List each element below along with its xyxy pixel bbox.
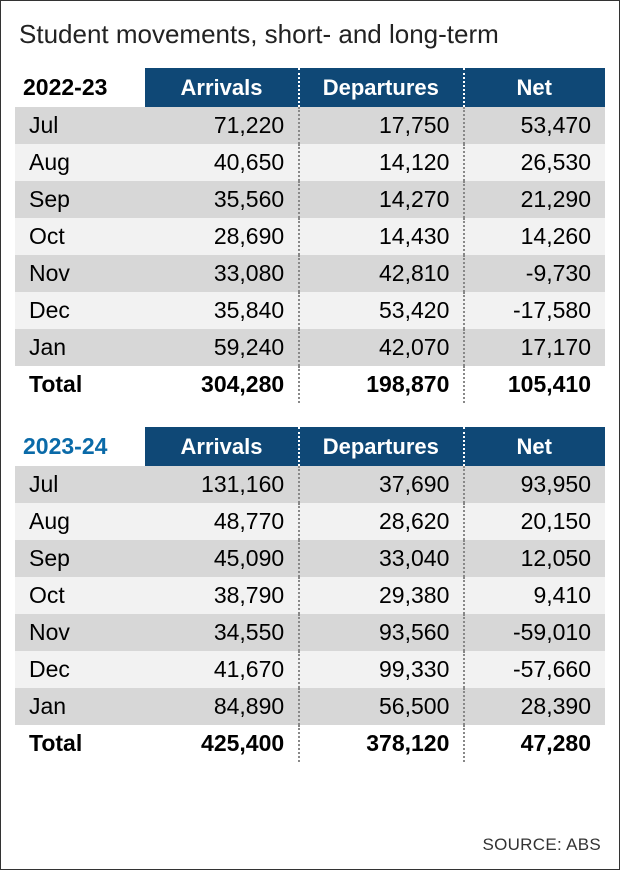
table-row: Oct 38,790 29,380 9,410 bbox=[15, 577, 605, 614]
cell-month: Sep bbox=[15, 540, 145, 577]
table-row: Jan 59,240 42,070 17,170 bbox=[15, 329, 605, 366]
col-arrivals: Arrivals bbox=[145, 427, 298, 466]
table-row: Aug 48,770 28,620 20,150 bbox=[15, 503, 605, 540]
cell-total-net: 105,410 bbox=[463, 366, 605, 403]
cell-month: Jul bbox=[15, 107, 145, 144]
cell-arrivals: 71,220 bbox=[145, 107, 298, 144]
table-2023-24: 2023-24 Arrivals Departures Net Jul 131,… bbox=[15, 427, 605, 762]
cell-net: -57,660 bbox=[463, 651, 605, 688]
table-2022-23: 2022-23 Arrivals Departures Net Jul 71,2… bbox=[15, 68, 605, 403]
cell-net: 28,390 bbox=[463, 688, 605, 725]
cell-departures: 28,620 bbox=[298, 503, 463, 540]
cell-departures: 99,330 bbox=[298, 651, 463, 688]
cell-net: 26,530 bbox=[463, 144, 605, 181]
cell-arrivals: 48,770 bbox=[145, 503, 298, 540]
cell-departures: 42,070 bbox=[298, 329, 463, 366]
cell-month: Nov bbox=[15, 255, 145, 292]
cell-arrivals: 40,650 bbox=[145, 144, 298, 181]
cell-arrivals: 35,840 bbox=[145, 292, 298, 329]
cell-total-arrivals: 425,400 bbox=[145, 725, 298, 762]
cell-month: Nov bbox=[15, 614, 145, 651]
table-row: Nov 34,550 93,560 -59,010 bbox=[15, 614, 605, 651]
cell-month: Jan bbox=[15, 688, 145, 725]
table-row: Jul 131,160 37,690 93,950 bbox=[15, 466, 605, 503]
cell-month: Jul bbox=[15, 466, 145, 503]
period-label: 2023-24 bbox=[15, 427, 145, 466]
cell-total-departures: 198,870 bbox=[298, 366, 463, 403]
cell-total-label: Total bbox=[15, 725, 145, 762]
cell-net: 9,410 bbox=[463, 577, 605, 614]
cell-arrivals: 45,090 bbox=[145, 540, 298, 577]
cell-departures: 14,430 bbox=[298, 218, 463, 255]
cell-departures: 93,560 bbox=[298, 614, 463, 651]
cell-total-departures: 378,120 bbox=[298, 725, 463, 762]
table-total-row: Total 425,400 378,120 47,280 bbox=[15, 725, 605, 762]
table-body: Jul 71,220 17,750 53,470 Aug 40,650 14,1… bbox=[15, 107, 605, 403]
cell-departures: 14,120 bbox=[298, 144, 463, 181]
cell-month: Dec bbox=[15, 651, 145, 688]
table-row: Nov 33,080 42,810 -9,730 bbox=[15, 255, 605, 292]
table-body: Jul 131,160 37,690 93,950 Aug 48,770 28,… bbox=[15, 466, 605, 762]
cell-net: 12,050 bbox=[463, 540, 605, 577]
cell-net: 21,290 bbox=[463, 181, 605, 218]
page-title: Student movements, short- and long-term bbox=[15, 19, 605, 50]
table-header-row: 2022-23 Arrivals Departures Net bbox=[15, 68, 605, 107]
cell-net: 20,150 bbox=[463, 503, 605, 540]
table-row: Jul 71,220 17,750 53,470 bbox=[15, 107, 605, 144]
cell-arrivals: 131,160 bbox=[145, 466, 298, 503]
table-row: Sep 45,090 33,040 12,050 bbox=[15, 540, 605, 577]
table-row: Dec 41,670 99,330 -57,660 bbox=[15, 651, 605, 688]
cell-arrivals: 35,560 bbox=[145, 181, 298, 218]
cell-arrivals: 59,240 bbox=[145, 329, 298, 366]
cell-departures: 33,040 bbox=[298, 540, 463, 577]
cell-departures: 42,810 bbox=[298, 255, 463, 292]
cell-net: -17,580 bbox=[463, 292, 605, 329]
cell-month: Aug bbox=[15, 144, 145, 181]
table-row: Dec 35,840 53,420 -17,580 bbox=[15, 292, 605, 329]
cell-arrivals: 34,550 bbox=[145, 614, 298, 651]
table-header-row: 2023-24 Arrivals Departures Net bbox=[15, 427, 605, 466]
cell-net: -59,010 bbox=[463, 614, 605, 651]
cell-month: Aug bbox=[15, 503, 145, 540]
cell-month: Sep bbox=[15, 181, 145, 218]
cell-arrivals: 33,080 bbox=[145, 255, 298, 292]
cell-departures: 37,690 bbox=[298, 466, 463, 503]
col-departures: Departures bbox=[298, 427, 463, 466]
cell-departures: 17,750 bbox=[298, 107, 463, 144]
period-label: 2022-23 bbox=[15, 68, 145, 107]
cell-month: Oct bbox=[15, 577, 145, 614]
table-row: Sep 35,560 14,270 21,290 bbox=[15, 181, 605, 218]
col-departures: Departures bbox=[298, 68, 463, 107]
table-total-row: Total 304,280 198,870 105,410 bbox=[15, 366, 605, 403]
cell-departures: 29,380 bbox=[298, 577, 463, 614]
cell-departures: 56,500 bbox=[298, 688, 463, 725]
cell-net: 53,470 bbox=[463, 107, 605, 144]
cell-net: -9,730 bbox=[463, 255, 605, 292]
cell-net: 17,170 bbox=[463, 329, 605, 366]
cell-month: Dec bbox=[15, 292, 145, 329]
col-net: Net bbox=[463, 68, 605, 107]
cell-total-label: Total bbox=[15, 366, 145, 403]
cell-month: Jan bbox=[15, 329, 145, 366]
cell-arrivals: 28,690 bbox=[145, 218, 298, 255]
source-line: SOURCE: ABS bbox=[482, 835, 601, 855]
cell-arrivals: 84,890 bbox=[145, 688, 298, 725]
cell-arrivals: 41,670 bbox=[145, 651, 298, 688]
cell-month: Oct bbox=[15, 218, 145, 255]
cell-arrivals: 38,790 bbox=[145, 577, 298, 614]
col-arrivals: Arrivals bbox=[145, 68, 298, 107]
cell-net: 93,950 bbox=[463, 466, 605, 503]
cell-total-arrivals: 304,280 bbox=[145, 366, 298, 403]
table-row: Jan 84,890 56,500 28,390 bbox=[15, 688, 605, 725]
cell-net: 14,260 bbox=[463, 218, 605, 255]
cell-departures: 14,270 bbox=[298, 181, 463, 218]
cell-total-net: 47,280 bbox=[463, 725, 605, 762]
table-row: Oct 28,690 14,430 14,260 bbox=[15, 218, 605, 255]
cell-departures: 53,420 bbox=[298, 292, 463, 329]
table-row: Aug 40,650 14,120 26,530 bbox=[15, 144, 605, 181]
col-net: Net bbox=[463, 427, 605, 466]
